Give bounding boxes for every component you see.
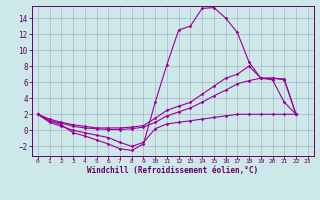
X-axis label: Windchill (Refroidissement éolien,°C): Windchill (Refroidissement éolien,°C)	[87, 166, 258, 175]
